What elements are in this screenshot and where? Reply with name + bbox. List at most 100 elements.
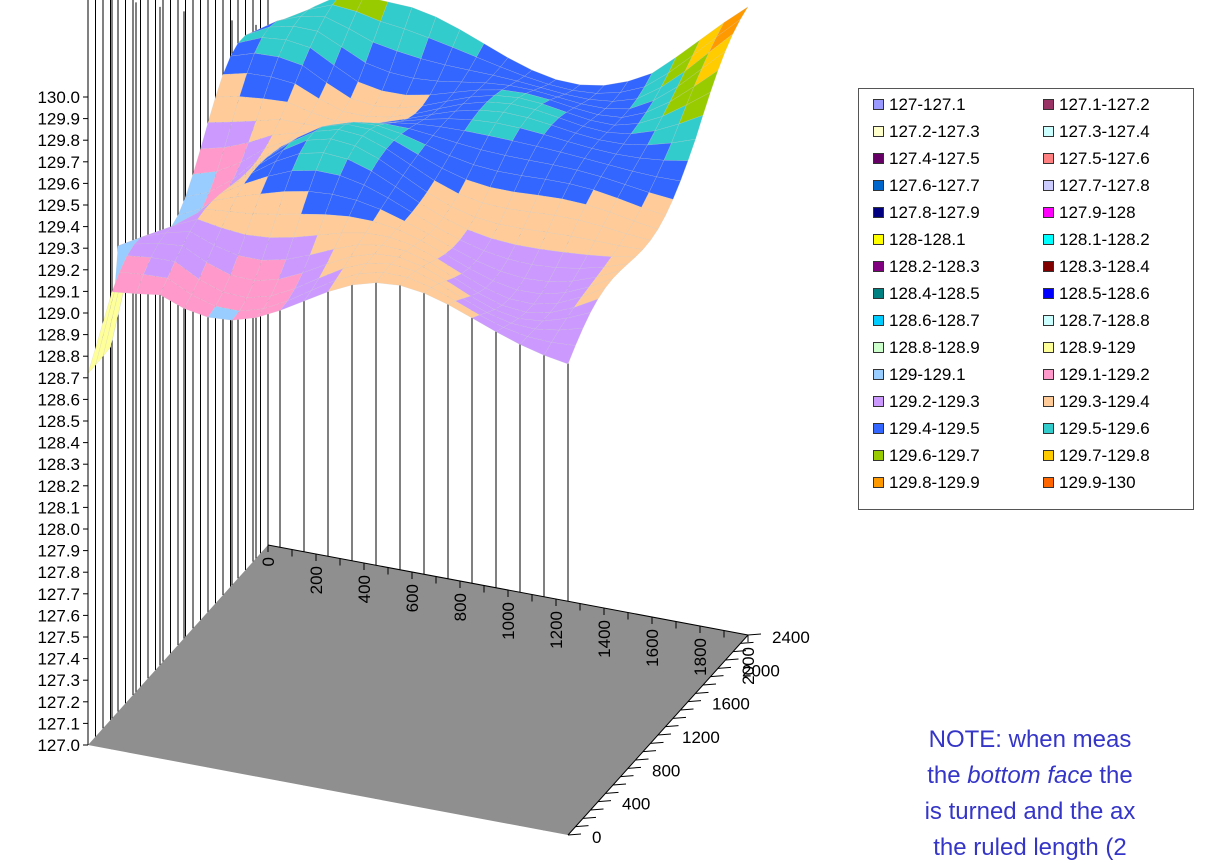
legend-label: 128.7-128.8	[1059, 311, 1150, 330]
z-tick-label: 127.1	[37, 714, 80, 733]
legend-label: 128-128.1	[889, 230, 966, 249]
y-tick	[582, 816, 597, 819]
legend-label: 128.8-128.9	[889, 338, 980, 357]
y-tick	[567, 833, 582, 836]
legend-label: 129.4-129.5	[889, 419, 980, 438]
y-tick	[732, 650, 747, 653]
legend-label: 128.6-128.7	[889, 311, 980, 330]
x-tick-label: 800	[451, 593, 470, 621]
z-tick-label: 127.4	[37, 650, 80, 669]
legend-swatch	[1043, 315, 1054, 326]
x-tick-label: 200	[307, 566, 326, 594]
z-tick-label: 128.6	[37, 390, 80, 409]
legend-label: 127.1-127.2	[1059, 95, 1150, 114]
legend-swatch	[873, 315, 884, 326]
legend-swatch	[1043, 207, 1054, 218]
y-tick	[702, 683, 717, 686]
z-tick-label: 129.4	[37, 218, 80, 237]
y-tick	[747, 633, 762, 636]
surface-mesh	[87, 0, 749, 374]
legend-label: 129.8-129.9	[889, 473, 980, 492]
legend-swatch	[873, 153, 884, 164]
legend-label: 129.3-129.4	[1059, 392, 1150, 411]
legend-label: 127.3-127.4	[1059, 122, 1150, 141]
legend-label: 128.1-128.2	[1059, 230, 1150, 249]
legend-swatch	[873, 207, 884, 218]
legend-label: 129.6-129.7	[889, 446, 980, 465]
y-tick	[575, 825, 589, 828]
y-tick	[687, 700, 702, 703]
z-tick-label: 128.0	[37, 520, 80, 539]
y-tick	[717, 666, 732, 669]
z-tick-label: 129.6	[37, 174, 80, 193]
z-tick-label: 127.6	[37, 606, 80, 625]
legend-label: 129.7-129.8	[1059, 446, 1150, 465]
legend-label: 127.4-127.5	[889, 149, 980, 168]
legend-swatch	[873, 369, 884, 380]
y-tick	[665, 725, 679, 728]
z-tick-label: 129.3	[37, 239, 80, 258]
legend-label: 127-127.1	[889, 95, 966, 114]
legend-swatch	[1043, 342, 1054, 353]
legend-swatch	[1043, 234, 1054, 245]
x-tick-label: 1000	[499, 602, 518, 640]
x-tick-label: 400	[355, 575, 374, 603]
z-tick-label: 129.0	[37, 304, 80, 323]
legend-swatch	[873, 396, 884, 407]
y-tick	[627, 766, 642, 769]
x-tick-label: 1800	[691, 638, 710, 676]
y-tick	[672, 716, 687, 719]
x-tick-label: 600	[403, 584, 422, 612]
note-line-3: is turned and the ax	[924, 798, 1136, 825]
z-tick-label: 128.8	[37, 347, 80, 366]
z-tick-label: 129.1	[37, 282, 80, 301]
floor-polygon	[88, 545, 748, 835]
legend-swatch	[873, 423, 884, 434]
legend-label: 127.9-128	[1059, 203, 1136, 222]
legend-swatch	[873, 288, 884, 299]
legend-label: 127.6-127.7	[889, 176, 980, 195]
z-tick-label: 128.7	[37, 369, 80, 388]
z-tick-label: 129.5	[37, 196, 80, 215]
note-line-1: NOTE: when meas	[928, 726, 1132, 753]
x-tick-label: 1200	[547, 611, 566, 649]
legend-label: 129.2-129.3	[889, 392, 980, 411]
note-line-2: the bottom face the	[927, 762, 1133, 789]
z-tick-label: 127.0	[37, 736, 80, 755]
legend-label: 128.9-129	[1059, 338, 1136, 357]
z-tick-label: 130.0	[37, 88, 80, 107]
legend-swatch	[873, 180, 884, 191]
y-tick	[710, 675, 724, 678]
x-axis: 0 200 400 600 800 1000 1200 1400 1600 1800 2000	[259, 544, 758, 685]
legend-label: 129.9-130	[1059, 473, 1136, 492]
y-tick-label: 2400	[772, 628, 810, 647]
note-italic: bottom face	[967, 762, 1093, 789]
z-tick-label: 128.2	[37, 477, 80, 496]
legend-label: 128.3-128.4	[1059, 257, 1150, 276]
legend-swatch	[1043, 288, 1054, 299]
z-tick-label: 128.3	[37, 455, 80, 474]
floor-plane	[88, 545, 748, 835]
z-tick-label: 129.9	[37, 110, 80, 129]
z-tick-label: 129.8	[37, 131, 80, 150]
y-tick	[642, 750, 657, 753]
legend-swatch	[873, 342, 884, 353]
y-tick	[725, 658, 739, 661]
y-tick	[680, 708, 694, 711]
legend-label: 127.7-127.8	[1059, 176, 1150, 195]
z-axis: 127.0 127.1 127.2 127.3 127.4 127.5 127.6 127.7…	[37, 88, 89, 755]
legend-swatch	[1043, 450, 1054, 461]
x-tick-label: 1600	[643, 629, 662, 667]
legend-swatch	[873, 450, 884, 461]
y-tick	[620, 775, 634, 778]
z-tick-label: 128.5	[37, 412, 80, 431]
y-tick	[605, 791, 619, 794]
y-tick	[597, 800, 612, 803]
y-tick	[612, 783, 627, 786]
z-tick-label: 129.7	[37, 153, 80, 172]
z-tick-label: 127.2	[37, 693, 80, 712]
surface-facet	[543, 342, 576, 365]
z-tick-label: 127.7	[37, 585, 80, 604]
y-tick-label: 400	[622, 795, 650, 814]
